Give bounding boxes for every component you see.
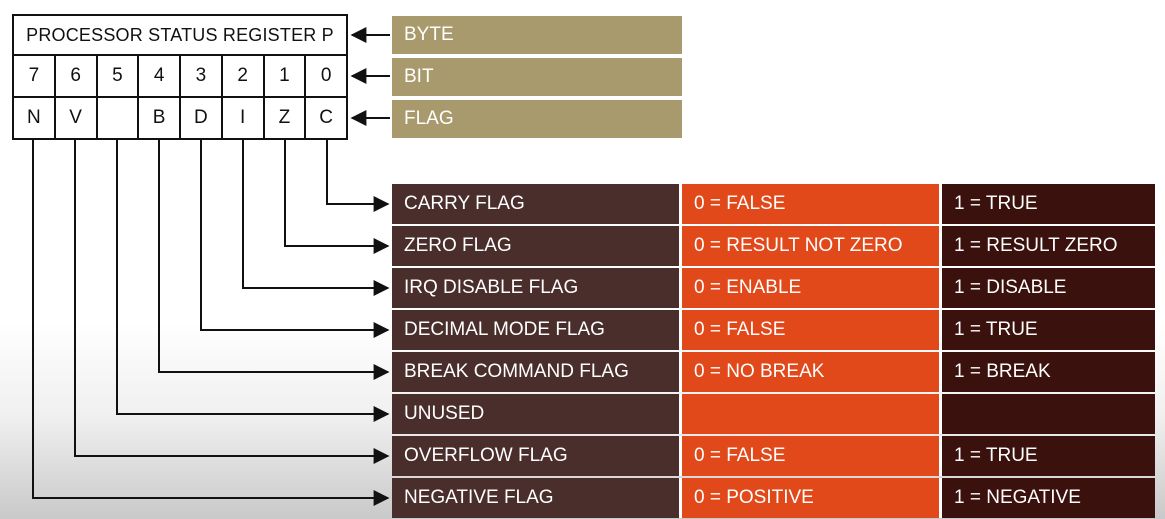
flag-zero-value: 0 = POSITIVE [682,478,942,518]
bit-connector-line [284,140,390,254]
bit-number-row: 7 6 5 4 3 2 1 0 [14,56,346,98]
flag-cell: I [223,98,265,138]
bit-cell: 2 [223,56,265,96]
flag-zero-value: 0 = FALSE [682,436,942,476]
flag-cell: C [319,107,333,128]
bit-connector-line [326,140,390,212]
flag-zero-value: 0 = ENABLE [682,268,942,308]
flag-name: UNUSED [392,394,682,434]
flag-row-decimal-mode: DECIMAL MODE FLAG 0 = FALSE 1 = TRUE [392,310,1155,350]
processor-status-register: PROCESSOR STATUS REGISTER P 7 6 5 4 3 2 … [12,14,348,140]
flag-one-value: 1 = DISABLE [942,268,1155,308]
bit-connector-line [74,140,390,464]
flag-label: FLAG [392,100,682,138]
flag-cell: B [139,98,181,138]
bit-cell: 3 [181,56,223,96]
flag-zero-value [682,394,942,434]
flag-row-negative: NEGATIVE FLAG 0 = POSITIVE 1 = NEGATIVE [392,478,1155,518]
flag-one-value: 1 = NEGATIVE [942,478,1155,518]
flag-name: CARRY FLAG [392,184,682,224]
flag-cell: Z [265,98,307,138]
flag-one-value [942,394,1155,434]
flag-one-value: 1 = RESULT ZERO [942,226,1155,266]
flag-name: NEGATIVE FLAG [392,478,682,518]
bit-connector-line [158,140,390,380]
flag-one-value: 1 = TRUE [942,184,1155,224]
bit-cell: 0 [320,65,332,86]
bit-cell: 5 [98,56,140,96]
byte-label: BYTE [392,16,682,54]
flag-row-irq-disable: IRQ DISABLE FLAG 0 = ENABLE 1 = DISABLE [392,268,1155,308]
flag-name: ZERO FLAG [392,226,682,266]
bit-connector-line [242,140,390,296]
bit-connector-line [200,140,390,338]
flag-one-value: 1 = TRUE [942,310,1155,350]
flag-zero-value: 0 = NO BREAK [682,352,942,392]
flag-row-carry: CARRY FLAG 0 = FALSE 1 = TRUE [392,184,1155,224]
bit-cell: 7 [14,56,56,96]
flag-row-zero: ZERO FLAG 0 = RESULT NOT ZERO 1 = RESULT… [392,226,1155,266]
flag-zero-value: 0 = RESULT NOT ZERO [682,226,942,266]
flag-cell: D [181,98,223,138]
flag-cell [98,98,140,138]
flag-zero-value: 0 = FALSE [682,184,942,224]
flag-row-break-command: BREAK COMMAND FLAG 0 = NO BREAK 1 = BREA… [392,352,1155,392]
bit-cell: 6 [56,56,98,96]
flag-name: DECIMAL MODE FLAG [392,310,682,350]
flag-row-unused: UNUSED [392,394,1155,434]
flag-cell: N [14,98,56,138]
flag-letter-row: N V B D I Z C [14,98,346,138]
flag-cell: V [56,98,98,138]
flag-name: OVERFLOW FLAG [392,436,682,476]
bit-label: BIT [392,58,682,96]
flag-name: IRQ DISABLE FLAG [392,268,682,308]
flag-row-overflow: OVERFLOW FLAG 0 = FALSE 1 = TRUE [392,436,1155,476]
flag-name: BREAK COMMAND FLAG [392,352,682,392]
flag-one-value: 1 = BREAK [942,352,1155,392]
bit-cell: 4 [139,56,181,96]
flag-one-value: 1 = TRUE [942,436,1155,476]
flag-zero-value: 0 = FALSE [682,310,942,350]
bit-connector-line [32,140,390,506]
register-title: PROCESSOR STATUS REGISTER P [14,16,346,56]
bit-connector-line [116,140,390,422]
bit-cell: 1 [265,56,307,96]
